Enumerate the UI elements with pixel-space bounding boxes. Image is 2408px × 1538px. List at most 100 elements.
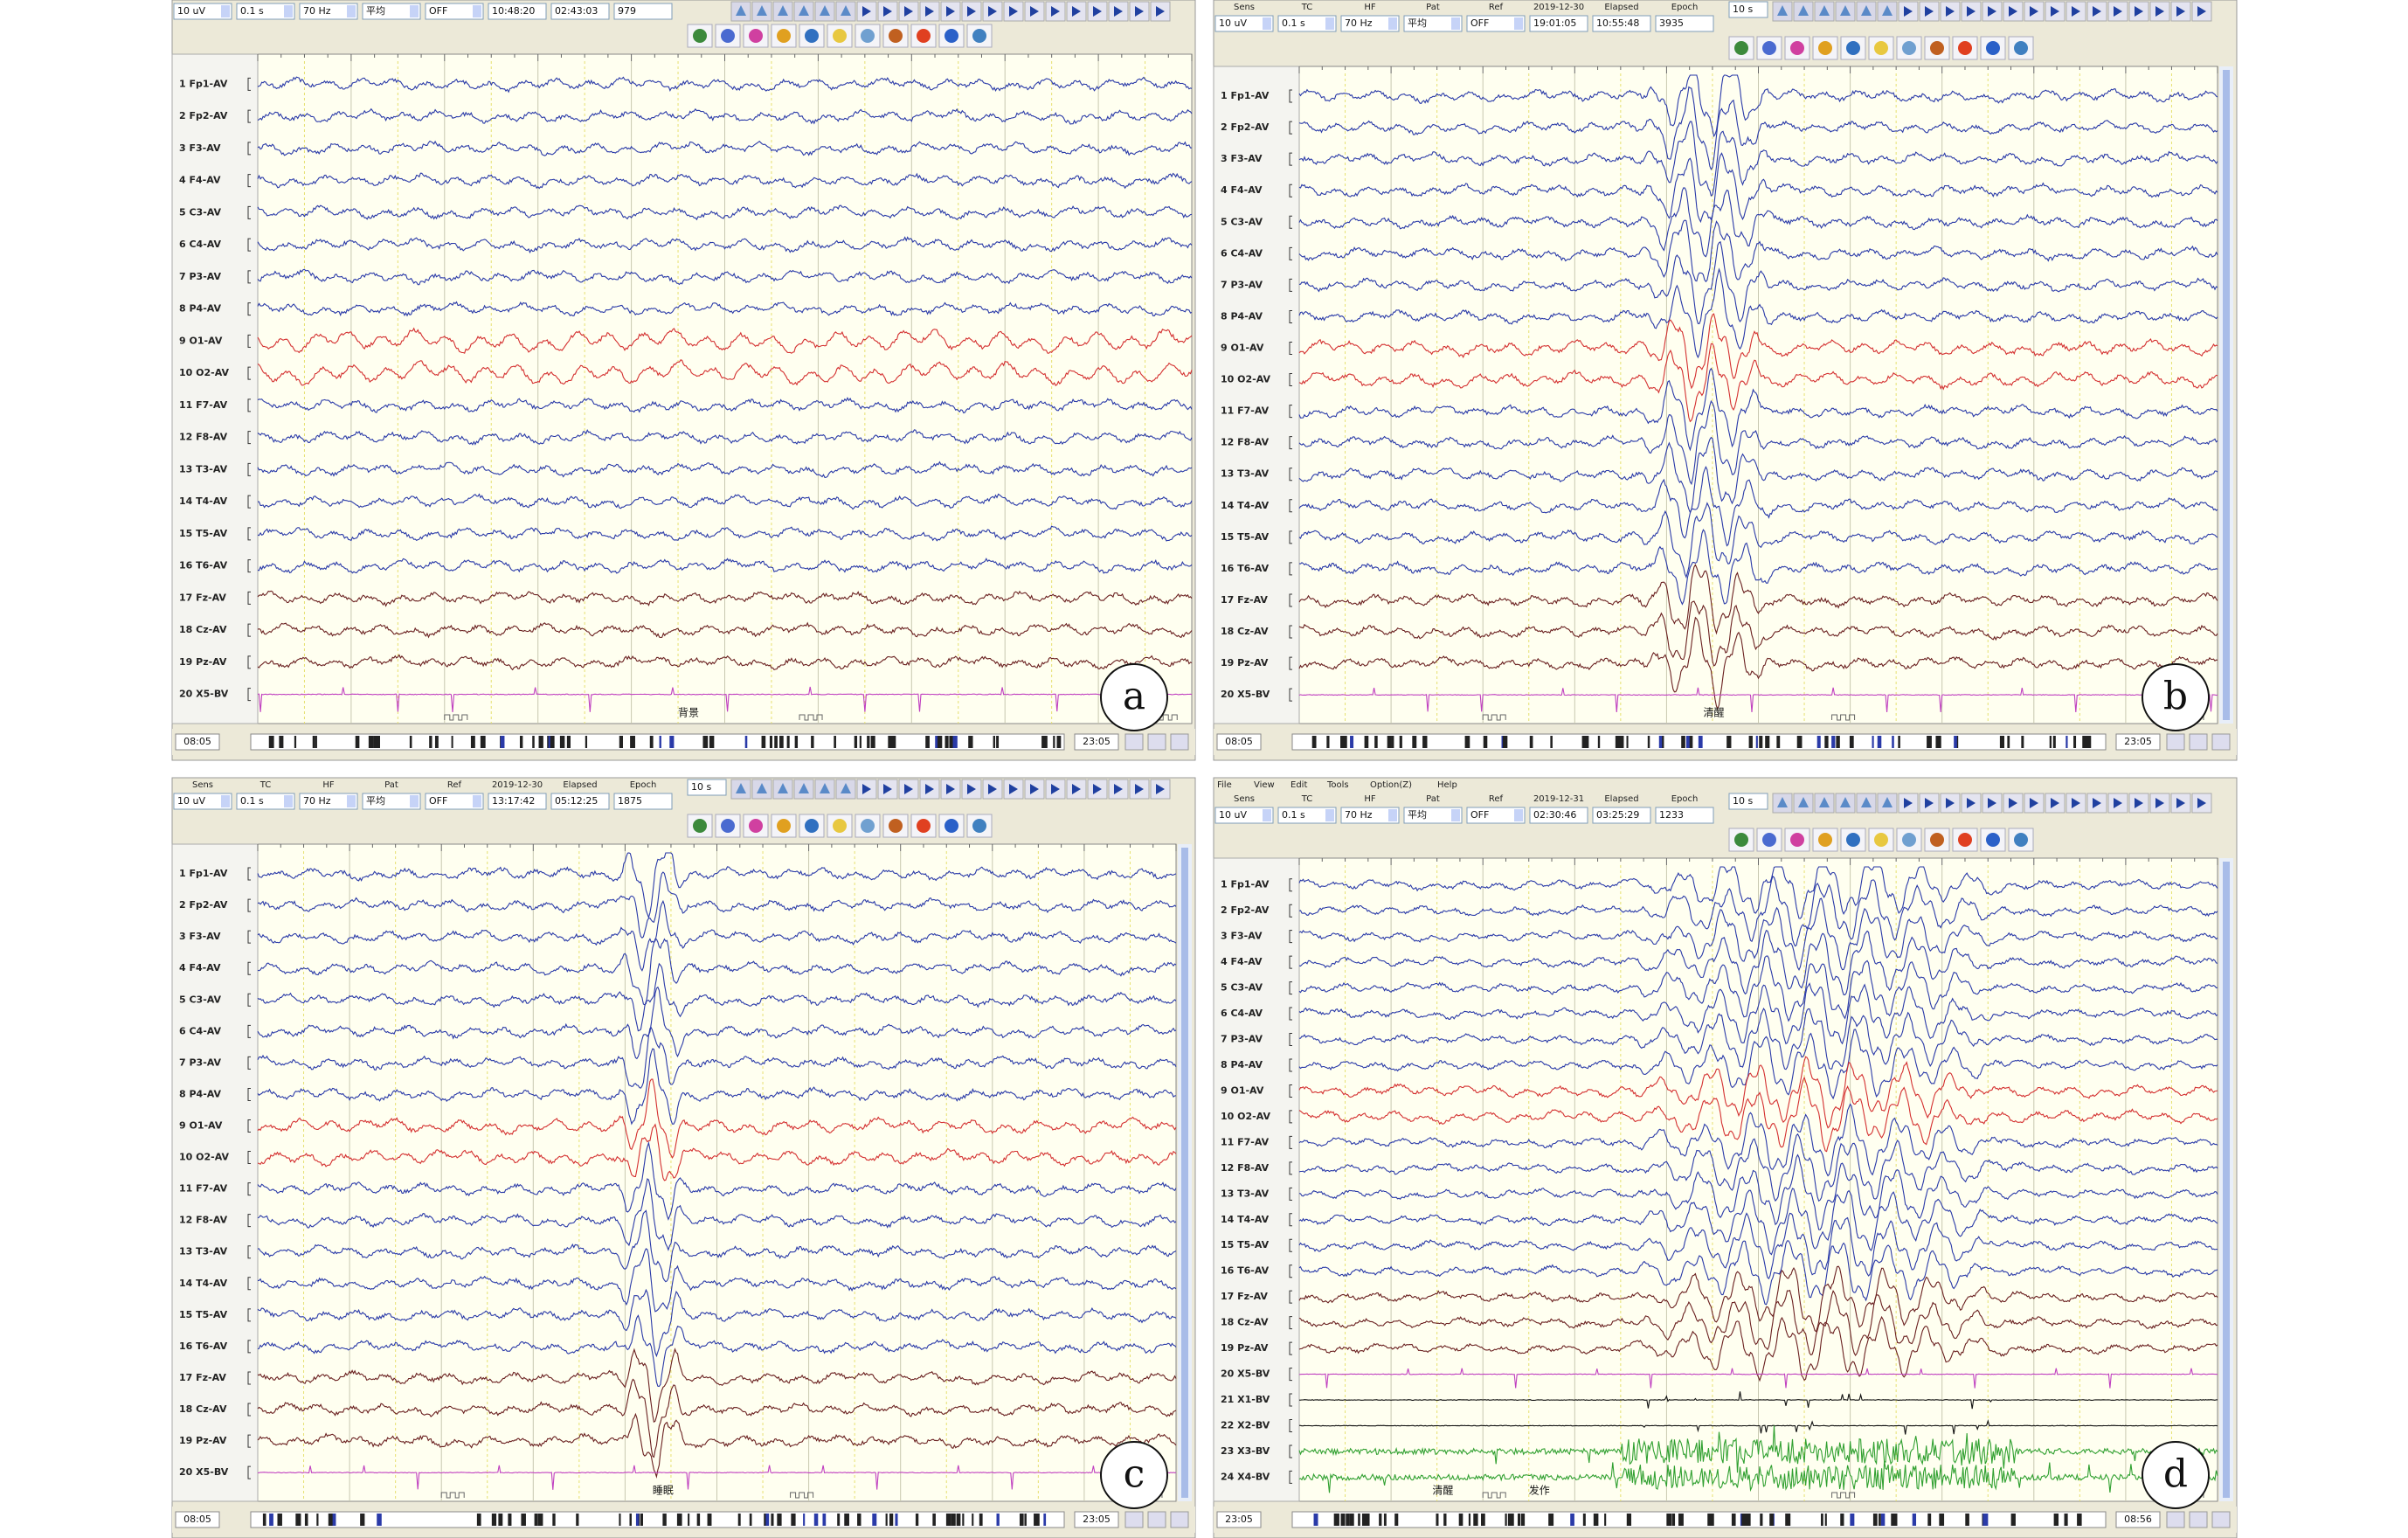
field-box bbox=[236, 3, 295, 20]
toolbar-icon bbox=[1135, 6, 1144, 17]
channel-bracket bbox=[247, 174, 251, 188]
dropdown-btn bbox=[1388, 17, 1397, 30]
timeline bbox=[250, 1511, 1065, 1528]
timeline-event bbox=[552, 1514, 556, 1526]
event-marker bbox=[440, 1492, 465, 1499]
toolbar-icon bbox=[2176, 798, 2185, 808]
channel-label: 12 F8-AV bbox=[1221, 437, 1270, 448]
timeline-event bbox=[480, 736, 486, 748]
channel-bracket bbox=[247, 398, 251, 412]
timeline-event bbox=[962, 1514, 965, 1526]
eeg-trace bbox=[257, 525, 1193, 542]
label-column bbox=[1213, 857, 1300, 1502]
timeline-event bbox=[1647, 736, 1650, 748]
dropdown-btn bbox=[1514, 17, 1523, 30]
eeg-trace bbox=[1298, 1029, 2218, 1100]
channel-bracket bbox=[247, 591, 251, 605]
timeline-event bbox=[1412, 736, 1417, 748]
toolbar-icon bbox=[946, 6, 955, 17]
channel-bracket bbox=[247, 1434, 251, 1448]
eeg-trace bbox=[1298, 1418, 2218, 1435]
tool-icon-glyph bbox=[1734, 833, 1748, 847]
timeline-event bbox=[2064, 1514, 2068, 1526]
field-box bbox=[1529, 15, 1588, 32]
timeline-event bbox=[1350, 736, 1354, 748]
toolbar-icon bbox=[925, 6, 934, 17]
channel-bracket bbox=[247, 1245, 251, 1259]
timeline-event bbox=[1053, 736, 1055, 748]
timeline-event bbox=[1379, 1514, 1382, 1526]
timeline-event bbox=[2052, 736, 2056, 748]
timeline-event bbox=[1891, 1514, 1896, 1526]
channel-label: 2 Fp2-AV bbox=[1221, 121, 1270, 133]
channel-label: 5 C3-AV bbox=[1221, 216, 1263, 227]
tool-icon-glyph bbox=[1958, 833, 1972, 847]
timeline-event bbox=[537, 1514, 543, 1526]
tool-icon-glyph bbox=[972, 29, 986, 43]
label-column bbox=[171, 843, 259, 1502]
timeline-event bbox=[1326, 736, 1330, 748]
timeline-event bbox=[1615, 736, 1618, 748]
channel-label: 1 Fp1-AV bbox=[179, 868, 228, 879]
field-header: Sens bbox=[1234, 3, 1255, 12]
tool-icon-glyph bbox=[833, 819, 847, 833]
timeline-event bbox=[1776, 736, 1781, 748]
channel-bracket bbox=[247, 334, 251, 348]
timeline-event bbox=[585, 736, 588, 748]
channel-label: 20 X5-BV bbox=[179, 1466, 229, 1478]
toolbar-icon bbox=[1072, 784, 1081, 794]
channel-bracket bbox=[1289, 1418, 1292, 1432]
timeline-event bbox=[304, 1514, 308, 1526]
channel-label: 16 T6-AV bbox=[179, 560, 228, 572]
timeline-event bbox=[429, 736, 432, 748]
toolbar-icon bbox=[904, 784, 913, 794]
timeline-event bbox=[925, 736, 930, 748]
channel-bracket bbox=[247, 559, 251, 573]
channel-label: 4 F4-AV bbox=[1221, 184, 1263, 196]
toolbar-icon bbox=[1777, 797, 1788, 807]
toolbar-icon bbox=[1882, 797, 1892, 807]
time-box bbox=[1074, 733, 1119, 751]
channel-label: 19 Pz-AV bbox=[1221, 1342, 1269, 1354]
channel-bracket bbox=[247, 961, 251, 975]
timeline-event bbox=[1340, 736, 1344, 748]
toolbar-icon bbox=[1840, 797, 1851, 807]
field-box bbox=[236, 793, 295, 810]
timeline-event bbox=[1443, 1514, 1446, 1526]
channel-bracket bbox=[1289, 688, 1292, 702]
channel-bracket bbox=[1289, 373, 1292, 387]
channel-label: 12 F8-AV bbox=[1221, 1162, 1270, 1174]
tool-icon bbox=[743, 814, 769, 838]
timeline-event bbox=[2053, 1514, 2059, 1526]
toolbar-icon bbox=[1988, 6, 1996, 17]
timeline-event bbox=[2021, 736, 2024, 748]
channel-label: 6 C4-AV bbox=[1221, 247, 1263, 259]
eeg-trace bbox=[1298, 982, 2218, 1045]
timeline-event bbox=[1349, 1514, 1354, 1526]
timeline-event bbox=[936, 736, 939, 748]
field-box bbox=[362, 793, 421, 810]
field-box bbox=[1277, 807, 1337, 824]
tool-icon-glyph bbox=[1846, 41, 1860, 55]
timeline-event bbox=[1666, 1514, 1672, 1526]
channel-label: 20 X5-BV bbox=[1221, 1368, 1270, 1380]
channel-label: 15 T5-AV bbox=[179, 528, 228, 539]
timeline-event bbox=[1399, 736, 1402, 748]
toolbar-icon bbox=[820, 783, 830, 793]
tool-icon-glyph bbox=[833, 29, 847, 43]
toolbar-icon bbox=[736, 783, 746, 793]
channel-label: 8 P4-AV bbox=[1221, 310, 1263, 322]
eeg-trace bbox=[257, 899, 1177, 972]
field-box bbox=[173, 793, 232, 810]
toolbar-icon bbox=[1925, 6, 1934, 17]
eeg-trace bbox=[257, 1209, 1177, 1283]
channel-bracket bbox=[1289, 1110, 1292, 1124]
channel-label: 4 F4-AV bbox=[179, 962, 221, 973]
timeline-event bbox=[1965, 1514, 1969, 1526]
channel-bracket bbox=[1289, 904, 1292, 918]
toolbar-icon bbox=[1030, 784, 1039, 794]
tool-icon-glyph bbox=[721, 29, 735, 43]
field-box bbox=[550, 3, 610, 20]
